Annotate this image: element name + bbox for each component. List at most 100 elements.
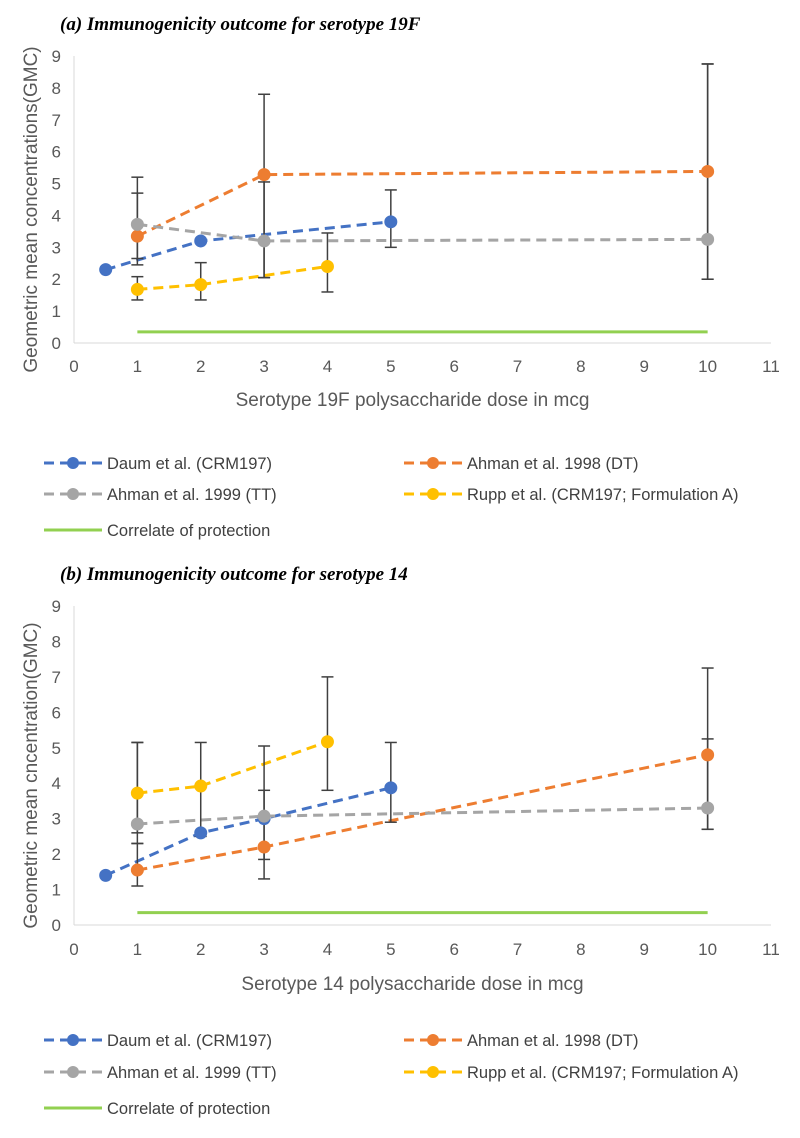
y-tick-label: 9 xyxy=(52,47,61,66)
y-tick-label: 3 xyxy=(52,238,61,257)
legend-label: Correlate of protection xyxy=(107,522,270,540)
legend-swatch-marker xyxy=(427,457,439,469)
data-point-ahman1998 xyxy=(701,748,715,762)
x-tick-label: 11 xyxy=(762,357,780,376)
x-tick-label: 8 xyxy=(576,357,585,376)
chart-panel-a: (a) Immunogenicity outcome for serotype … xyxy=(21,14,780,540)
y-tick-label: 5 xyxy=(52,739,61,758)
data-point-ahman1999 xyxy=(130,817,144,831)
y-tick-label: 6 xyxy=(52,703,61,722)
data-point-ahman1999 xyxy=(257,809,271,823)
series-line-daum xyxy=(105,786,392,877)
y-tick-label: 4 xyxy=(52,206,61,225)
y-tick-label: 8 xyxy=(52,79,61,98)
legend-label: Correlate of protection xyxy=(107,1100,270,1118)
y-tick-label: 0 xyxy=(52,916,61,935)
data-point-daum xyxy=(99,263,113,277)
legend-swatch-marker xyxy=(67,488,79,500)
data-point-ahman1998 xyxy=(701,164,715,178)
legend-label: Daum et al. (CRM197) xyxy=(107,455,272,473)
x-tick-label: 5 xyxy=(386,357,395,376)
y-tick-label: 4 xyxy=(52,774,61,793)
x-tick-label: 4 xyxy=(323,940,332,959)
x-tick-label: 6 xyxy=(449,940,458,959)
chart-title: (a) Immunogenicity outcome for serotype … xyxy=(60,14,421,35)
data-point-ahman1999 xyxy=(701,232,715,246)
data-point-ahman1998 xyxy=(130,863,144,877)
x-tick-label: 0 xyxy=(69,357,78,376)
series-line-daum xyxy=(105,220,391,272)
x-axis-label: Serotype 14 polysaccharide dose in mcg xyxy=(241,974,583,995)
legend-swatch-marker xyxy=(67,1066,79,1078)
legend-label: Ahman et al. 1998 (DT) xyxy=(467,455,639,473)
data-point-rupp xyxy=(194,779,208,793)
legend-label: Rupp et al. (CRM197; Formulation A) xyxy=(467,486,738,504)
data-point-daum xyxy=(194,234,208,248)
x-tick-label: 3 xyxy=(259,940,268,959)
data-point-ahman1998 xyxy=(257,168,271,182)
data-point-daum xyxy=(99,868,113,882)
legend-swatch-marker xyxy=(427,488,439,500)
legend-label: Ahman et al. 1999 (TT) xyxy=(107,486,277,504)
legend-swatch-marker xyxy=(427,1034,439,1046)
x-tick-label: 4 xyxy=(323,357,332,376)
x-tick-label: 6 xyxy=(449,357,458,376)
x-tick-label: 2 xyxy=(196,357,205,376)
legend-swatch-marker xyxy=(67,457,79,469)
chart-title: (b) Immunogenicity outcome for serotype … xyxy=(60,564,408,585)
legend-label: Ahman et al. 1998 (DT) xyxy=(467,1032,639,1050)
data-point-rupp xyxy=(130,786,144,800)
x-tick-label: 7 xyxy=(513,357,522,376)
data-point-daum xyxy=(194,826,208,840)
y-tick-label: 2 xyxy=(52,270,61,289)
x-axis-label: Serotype 19F polysaccharide dose in mcg xyxy=(236,390,590,411)
series-line-ahman1999 xyxy=(137,222,708,243)
data-point-ahman1999 xyxy=(701,801,715,815)
y-axis-label: Geometric mean concentrations(GMC) xyxy=(21,46,42,372)
x-tick-label: 1 xyxy=(133,357,142,376)
data-point-rupp xyxy=(320,259,334,273)
legend-label: Ahman et al. 1999 (TT) xyxy=(107,1064,277,1082)
x-tick-label: 9 xyxy=(640,357,649,376)
y-axis-label: Geometric mean cncentration(GMC) xyxy=(21,622,42,928)
y-tick-label: 1 xyxy=(52,881,61,900)
y-tick-label: 5 xyxy=(52,175,61,194)
data-point-ahman1998 xyxy=(130,229,144,243)
x-tick-label: 2 xyxy=(196,940,205,959)
legend-swatch-marker xyxy=(67,1034,79,1046)
chart-panel-b: (b) Immunogenicity outcome for serotype … xyxy=(21,564,780,1118)
y-tick-label: 3 xyxy=(52,810,61,829)
legend-swatch-marker xyxy=(427,1066,439,1078)
data-point-rupp xyxy=(194,278,208,292)
y-tick-label: 6 xyxy=(52,143,61,162)
series-line-ahman1998 xyxy=(136,169,708,238)
data-point-daum xyxy=(384,781,398,795)
data-point-ahman1999 xyxy=(130,217,144,231)
x-tick-label: 10 xyxy=(698,940,717,959)
series-line-ahman1999 xyxy=(137,806,708,826)
series-line-rupp xyxy=(137,740,328,795)
y-tick-label: 9 xyxy=(52,597,61,616)
series-line-ahman1998 xyxy=(137,753,708,872)
x-tick-label: 8 xyxy=(576,940,585,959)
x-tick-label: 11 xyxy=(762,940,780,959)
y-tick-label: 1 xyxy=(52,302,61,321)
data-point-ahman1998 xyxy=(257,840,271,854)
legend-label: Rupp et al. (CRM197; Formulation A) xyxy=(467,1064,738,1082)
y-tick-label: 7 xyxy=(52,111,61,130)
x-tick-label: 9 xyxy=(640,940,649,959)
x-tick-label: 0 xyxy=(69,940,78,959)
y-tick-label: 7 xyxy=(52,668,61,687)
x-tick-label: 3 xyxy=(259,357,268,376)
data-point-rupp xyxy=(320,735,334,749)
series-line-rupp xyxy=(137,264,328,291)
x-tick-label: 7 xyxy=(513,940,522,959)
x-tick-label: 10 xyxy=(698,357,717,376)
data-point-ahman1999 xyxy=(257,234,271,248)
data-point-daum xyxy=(384,215,398,229)
x-tick-label: 5 xyxy=(386,940,395,959)
y-tick-label: 2 xyxy=(52,845,61,864)
legend-label: Daum et al. (CRM197) xyxy=(107,1032,272,1050)
y-tick-label: 8 xyxy=(52,632,61,651)
data-point-rupp xyxy=(130,282,144,296)
